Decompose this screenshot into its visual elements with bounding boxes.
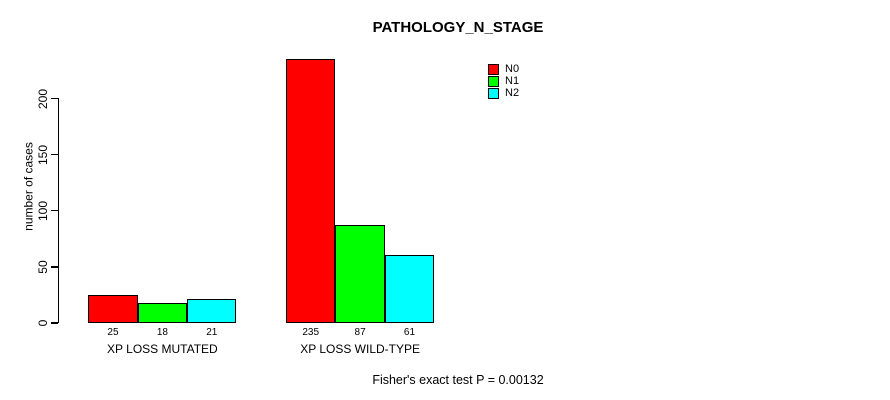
bar-value-label: 21 xyxy=(206,327,218,338)
bar-value-label: 61 xyxy=(403,327,416,338)
chart-title: PATHOLOGY_N_STAGE xyxy=(372,19,544,36)
bar-value-label: 25 xyxy=(107,327,119,338)
bar-n0 xyxy=(286,59,336,323)
bar-value-label: 235 xyxy=(302,327,320,338)
category-label: XP LOSS WILD-TYPE xyxy=(300,342,420,356)
y-tick-label: 200 xyxy=(36,88,50,109)
y-tick-mark xyxy=(51,322,58,324)
bar-value-label: 18 xyxy=(156,327,168,338)
y-tick-label: 50 xyxy=(36,260,50,274)
bar-n1 xyxy=(137,302,188,323)
bar-n2 xyxy=(187,299,237,323)
bar-n0 xyxy=(88,294,138,323)
bar-n1 xyxy=(335,225,385,323)
legend-swatch-n0 xyxy=(488,64,499,75)
y-tick-label: 0 xyxy=(36,319,50,327)
stats-footnote: Fisher's exact test P = 0.00132 xyxy=(372,373,544,387)
legend-label: N1 xyxy=(505,75,520,87)
y-axis-line xyxy=(57,98,59,323)
legend-item-n1: N1 xyxy=(488,76,519,87)
legend-item-n0: N0 xyxy=(488,64,519,75)
legend: N0 N1 N2 xyxy=(488,64,519,100)
legend-item-n2: N2 xyxy=(488,88,519,99)
legend-swatch-n2 xyxy=(488,88,499,99)
y-tick-mark xyxy=(51,210,58,212)
bar-value-label: 87 xyxy=(354,327,366,338)
legend-label: N2 xyxy=(505,87,520,99)
category-label: XP LOSS MUTATED xyxy=(107,342,218,356)
y-tick-mark xyxy=(51,266,58,268)
y-tick-mark xyxy=(51,153,58,156)
bar-n2 xyxy=(384,254,435,323)
y-tick-label: 100 xyxy=(36,200,50,221)
y-tick-label: 150 xyxy=(36,144,50,165)
legend-label: N0 xyxy=(505,63,520,75)
legend-swatch-n1 xyxy=(488,76,499,87)
y-tick-mark xyxy=(51,97,58,100)
